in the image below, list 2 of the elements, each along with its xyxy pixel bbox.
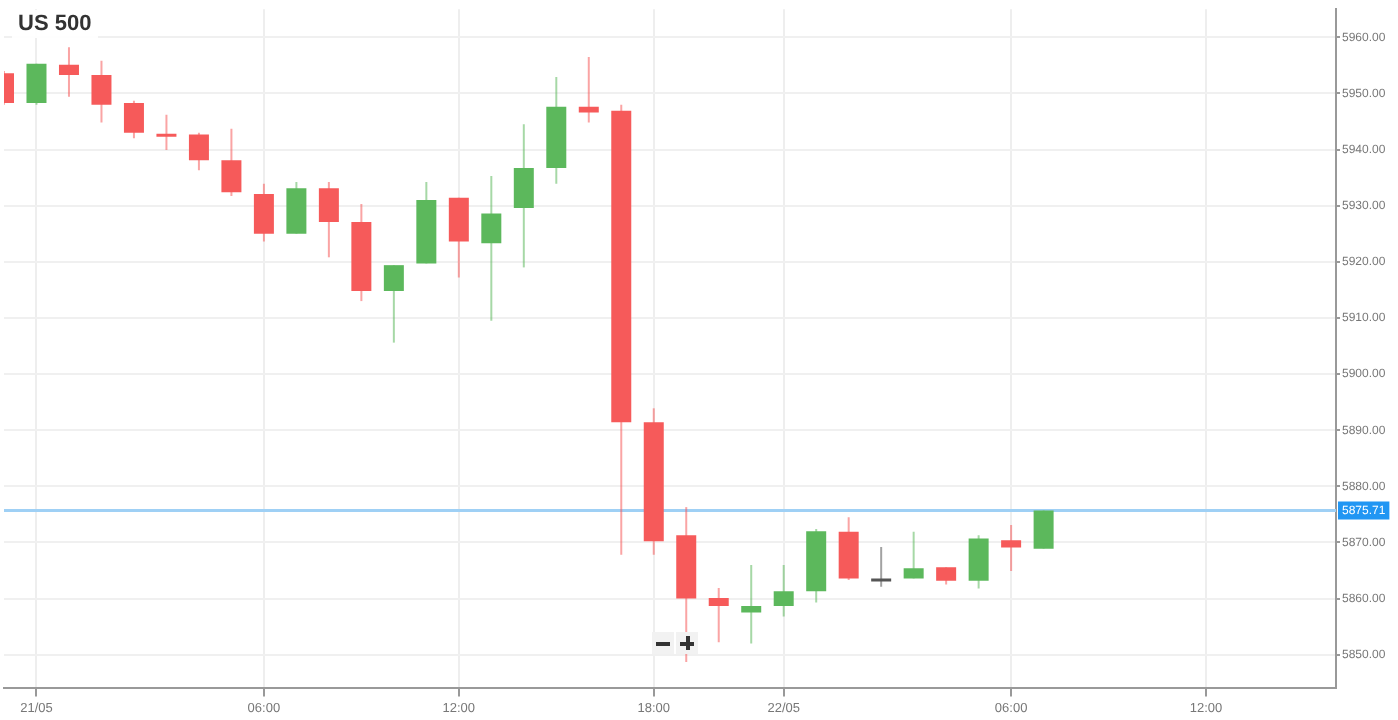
candlestick <box>1033 509 1054 550</box>
chart-title: US 500 <box>12 10 98 38</box>
